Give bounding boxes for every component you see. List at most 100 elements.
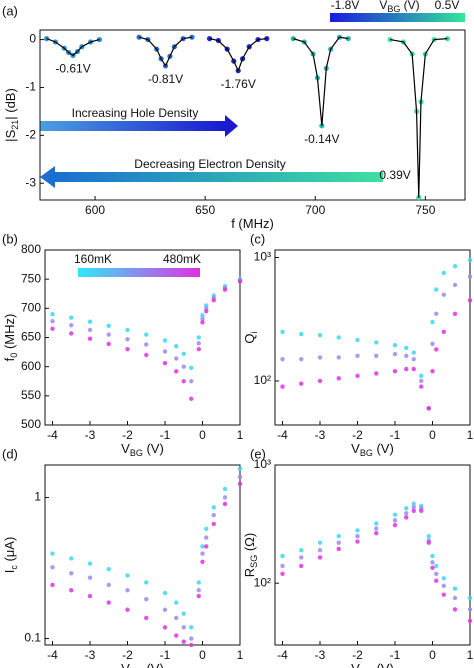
- y-tick-label: -1: [25, 80, 36, 94]
- x-tick-label: -1: [390, 428, 401, 442]
- data-point: [411, 357, 416, 362]
- data-point: [467, 607, 473, 612]
- data-point: [125, 337, 130, 342]
- data-point: [467, 298, 473, 303]
- data-point: [441, 576, 446, 581]
- data-point: [162, 349, 168, 354]
- x-tick-label: 1: [467, 648, 474, 662]
- y-axis-label-part: R: [242, 568, 257, 577]
- data-point: [452, 595, 458, 601]
- data-point: [441, 583, 446, 589]
- data-point: [204, 526, 209, 531]
- arrow-head: [225, 115, 238, 137]
- data-point: [317, 555, 323, 560]
- data-point: [280, 329, 285, 335]
- series-label: -0.61V: [55, 62, 90, 76]
- series-label: -0.14V: [304, 132, 339, 146]
- data-point: [50, 311, 55, 317]
- arrow-body: [55, 172, 383, 182]
- y-tick-label: 10³: [254, 457, 271, 471]
- data-point: [374, 526, 379, 531]
- fit-line: [46, 38, 100, 57]
- y-axis-label: Ic (μA): [2, 537, 19, 574]
- panel-label: (a): [2, 3, 18, 18]
- data-point: [426, 406, 431, 411]
- data-point: [69, 556, 74, 561]
- data-point: [206, 36, 213, 42]
- data-point: [336, 540, 341, 545]
- data-point: [452, 282, 458, 288]
- x-tick-label: -3: [315, 648, 326, 662]
- data-point: [336, 546, 341, 552]
- data-point: [452, 586, 458, 591]
- data-point: [280, 563, 285, 569]
- x-tick-label: -3: [85, 648, 96, 662]
- data-point: [222, 287, 228, 292]
- axes-frame: [274, 249, 471, 426]
- data-point: [181, 379, 186, 384]
- x-tick-label: -4: [47, 648, 58, 662]
- data-point: [87, 561, 93, 566]
- data-point: [162, 607, 168, 612]
- y-axis-label-part: (MHz): [2, 314, 17, 353]
- data-point: [280, 384, 285, 389]
- data-point: [162, 625, 168, 630]
- y-tick-label: 500: [21, 417, 41, 431]
- data-point: [106, 600, 111, 605]
- data-point: [144, 352, 149, 358]
- data-point: [441, 292, 446, 297]
- data-point: [452, 607, 458, 612]
- colorbar: [78, 268, 200, 277]
- data-point: [317, 332, 323, 338]
- y-axis-label-part: i: [249, 331, 259, 333]
- data-point: [419, 508, 424, 513]
- data-point: [87, 575, 93, 580]
- data-point: [434, 287, 439, 292]
- y-axis-label-part: (Ω): [242, 533, 257, 555]
- data-point: [404, 511, 409, 516]
- y-axis-label-part: | (dB): [3, 88, 18, 120]
- x-axis-label-part: V: [351, 441, 360, 456]
- axes-frame: [44, 464, 241, 646]
- data-point: [441, 329, 446, 335]
- data-point: [355, 528, 360, 533]
- data-point: [237, 466, 243, 471]
- y-axis-label-part: 0: [9, 353, 19, 358]
- data-point: [200, 313, 205, 318]
- x-tick-label: 0: [429, 648, 436, 662]
- data-point: [87, 319, 93, 324]
- annotation: Increasing Hole Density: [72, 106, 199, 120]
- data-point: [189, 642, 194, 648]
- data-point: [181, 625, 186, 630]
- colorbar-title-part: V: [379, 0, 387, 12]
- x-tick-label: -4: [277, 648, 288, 662]
- data-point: [467, 618, 473, 624]
- data-point: [374, 371, 379, 376]
- data-point: [355, 373, 360, 379]
- y-tick-label: 10²: [254, 373, 271, 387]
- data-point: [211, 505, 216, 510]
- data-point: [441, 270, 446, 276]
- x-tick-label: 0: [199, 648, 206, 662]
- x-tick-label: 600: [85, 203, 105, 217]
- data-point: [411, 504, 416, 510]
- x-tick-label: -3: [315, 428, 326, 442]
- colorbar-label: 0.5V: [435, 0, 460, 12]
- data-point: [174, 633, 179, 638]
- data-point: [434, 563, 439, 569]
- data-point: [200, 316, 205, 322]
- y-tick-label: -3: [25, 175, 36, 189]
- y-tick-label: 600: [21, 359, 41, 373]
- data-point: [434, 347, 439, 352]
- y-tick-label: 1: [34, 490, 41, 504]
- data-point: [125, 607, 130, 612]
- x-axis-label-part: BG: [360, 448, 373, 458]
- data-point: [336, 533, 341, 539]
- y-axis-label-part: Q: [242, 333, 257, 343]
- data-point: [404, 506, 409, 511]
- data-point: [419, 378, 424, 384]
- data-point: [125, 327, 130, 333]
- data-point: [411, 366, 416, 372]
- fit-line: [390, 38, 448, 198]
- x-tick-label: 700: [305, 203, 325, 217]
